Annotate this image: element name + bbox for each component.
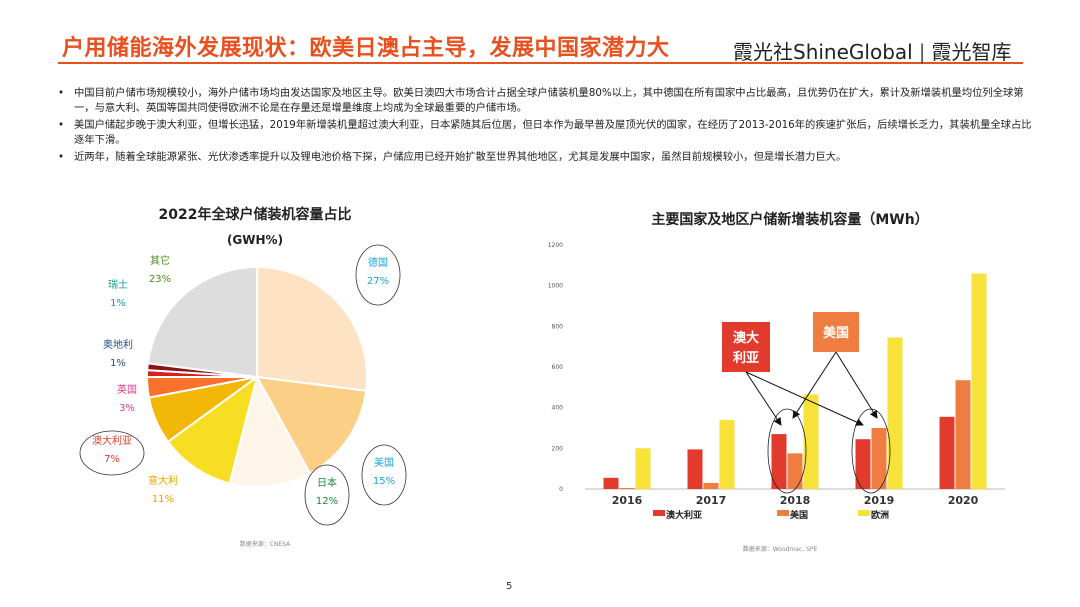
- bar-2018-0: [771, 434, 787, 489]
- bar-2018-1: [787, 453, 803, 489]
- callout-us-box: [813, 312, 859, 352]
- pie-label: 澳大利亚: [92, 434, 132, 447]
- x-tick-label: 2018: [780, 494, 811, 507]
- pie-value-label: 7%: [104, 454, 120, 465]
- brand-logo: 霞光社ShineGlobal | 霞光智库: [733, 36, 1011, 65]
- pie-slice-3: [166, 374, 259, 485]
- legend-swatch: [777, 510, 789, 516]
- bar-2016-0: [603, 477, 619, 489]
- bar-2017-1: [703, 482, 719, 489]
- bar-chart: 主要国家及地区户储新增装机容量（MWh） 0 200 400 600 800 1000 12…: [548, 211, 1005, 553]
- pie-value-label: 12%: [316, 496, 338, 507]
- x-tick-label: 2016: [612, 494, 643, 507]
- y-tick-label: 400: [552, 405, 564, 412]
- y-tick-label: 800: [552, 323, 564, 330]
- bar-source: 数据来源：Woodmac, SPE: [743, 545, 818, 553]
- page-number: 5: [506, 581, 513, 592]
- bullet-item: 中国目前户储市场规模较小，海外户储市场均由发达国家及地区主导。欧美日澳四大市场合…: [58, 86, 1038, 116]
- brand-zhiku: 霞光智库: [931, 40, 1012, 64]
- pie-label: 英国: [117, 383, 137, 396]
- pie-source: 数据来源：CNESA: [240, 540, 291, 548]
- label-circle: [355, 244, 401, 306]
- bar-2017-2: [719, 419, 735, 489]
- bar-2020-0: [939, 416, 955, 489]
- pie-label: 其它: [150, 254, 170, 267]
- bar-title: 主要国家及地区户储新增装机容量（MWh）: [651, 211, 928, 228]
- callout-australia-text: 利亚: [733, 350, 759, 366]
- pie-value-label: 23%: [149, 274, 171, 285]
- label-circle: [79, 430, 145, 476]
- bullet-item: 美国户储起步晚于澳大利亚，但增长迅猛，2019年新增装机量超过澳大利亚，日本紧随…: [58, 118, 1038, 148]
- bar-2019-1: [871, 428, 887, 489]
- pie-value-label: 1%: [110, 358, 126, 369]
- legend-swatch: [653, 510, 665, 516]
- callout-australia-text: 澳大: [733, 330, 759, 346]
- y-tick-label: 200: [552, 445, 564, 452]
- pie-label: 瑞士: [108, 278, 128, 291]
- page-title: 户用储能海外发展现状：欧美日澳占主导，发展中国家潜力大: [62, 36, 670, 61]
- bar-2020-2: [971, 273, 987, 489]
- pie-value-label: 3%: [119, 403, 135, 414]
- label-circle: [304, 464, 350, 526]
- label-circle: [361, 444, 407, 506]
- callout-arrow: [835, 351, 878, 419]
- pie-subtitle: (GWH%): [227, 233, 283, 247]
- legend-label: 欧洲: [871, 509, 889, 521]
- pie-value-label: 27%: [367, 276, 389, 287]
- pie-value-label: 15%: [373, 476, 395, 487]
- title-underline: [58, 62, 1023, 64]
- legend-label: 澳大利亚: [666, 509, 702, 521]
- pie-chart: 2022年全球户储装机容量占比 (GWH%) 德国 27% 美国 15% 日本 12% 意大…: [79, 206, 407, 548]
- x-tick-label: 2020: [948, 494, 979, 507]
- callout-australia-box: [722, 322, 770, 372]
- bar-2016-2: [635, 448, 651, 489]
- summary-bullets: 中国目前户储市场规模较小，海外户储市场均由发达国家及地区主导。欧美日澳四大市场合…: [58, 86, 1038, 167]
- brand-separator: |: [918, 40, 926, 64]
- pie-slice-2: [228, 374, 312, 488]
- legend-label: 美国: [790, 509, 808, 521]
- pie-label: 意大利: [148, 474, 178, 487]
- callout-us-text: 美国: [823, 325, 849, 341]
- pie-value-label: 11%: [152, 494, 174, 505]
- pie-label: 美国: [374, 456, 394, 469]
- bar-2020-1: [955, 380, 971, 489]
- pie-title: 2022年全球户储装机容量占比: [159, 206, 352, 223]
- y-tick-label: 0: [559, 486, 563, 493]
- bar-2016-1: [619, 488, 635, 489]
- bar-2019-0: [855, 439, 871, 489]
- y-tick-label: 1000: [548, 283, 563, 290]
- bullet-item: 近两年，随着全球能源紧张、光伏渗透率提升以及锂电池价格下探，户储应用已经开始扩散…: [58, 150, 1038, 165]
- pie-slice-1: [255, 375, 368, 475]
- bar-2019-2: [887, 337, 903, 489]
- highlight-circle: [767, 408, 807, 494]
- pie-label: 日本: [317, 476, 337, 489]
- pie-slice-0: [256, 265, 368, 392]
- pie-slice-8: [146, 265, 258, 379]
- pie-value-label: 1%: [110, 298, 126, 309]
- brand-shineglobal: 霞光社ShineGlobal: [733, 40, 913, 64]
- pie-label: 德国: [368, 256, 388, 269]
- legend-swatch: [858, 510, 870, 516]
- bar-2018-2: [803, 394, 819, 489]
- callout-arrow: [792, 351, 837, 419]
- x-tick-label: 2017: [696, 494, 727, 507]
- callout-arrow: [745, 371, 864, 426]
- y-tick-label: 1200: [548, 242, 563, 249]
- x-tick-label: 2019: [864, 494, 895, 507]
- bar-2017-0: [687, 449, 703, 489]
- pie-label: 奥地利: [103, 338, 133, 351]
- callout-arrow: [745, 371, 782, 426]
- y-tick-label: 600: [552, 364, 564, 371]
